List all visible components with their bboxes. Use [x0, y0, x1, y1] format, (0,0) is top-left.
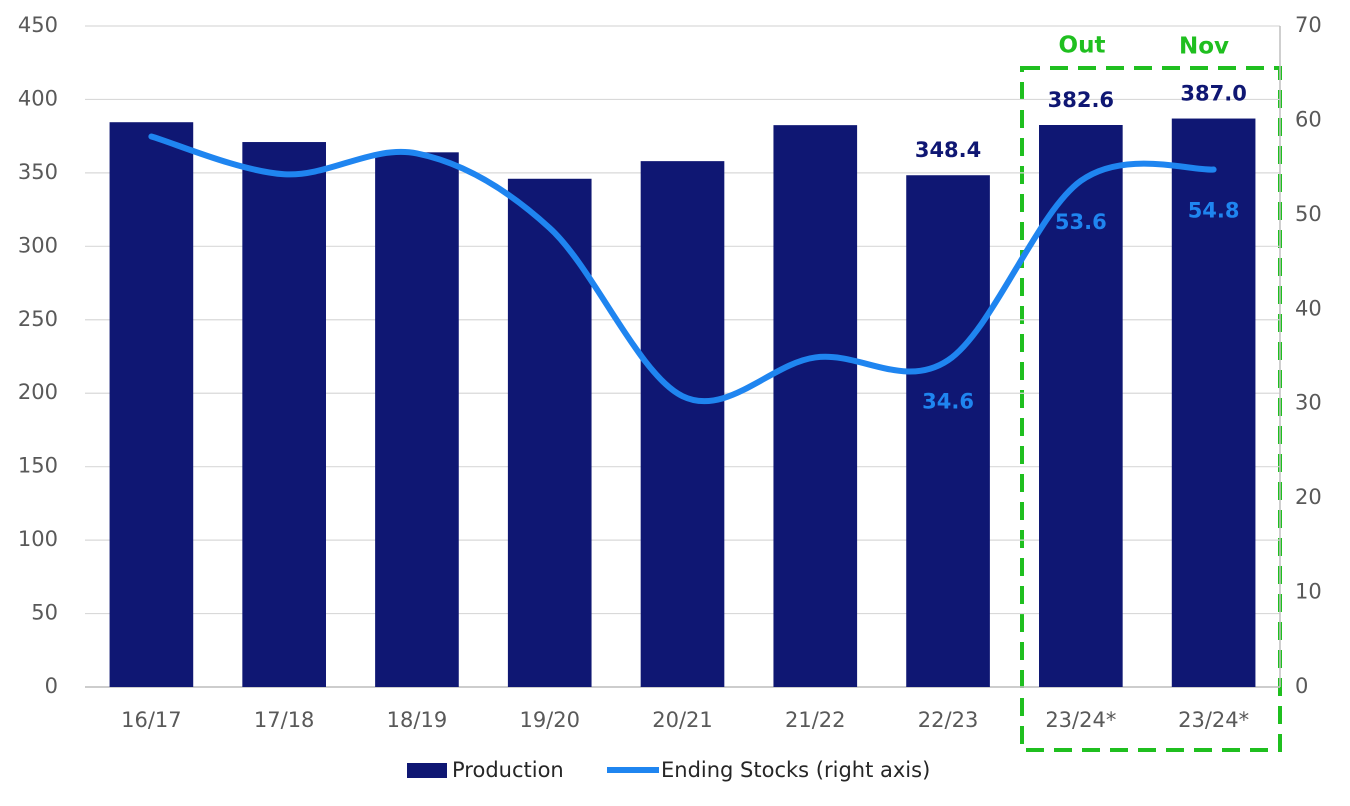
x-tick-label: 23/24*	[1178, 708, 1249, 732]
bar	[507, 178, 592, 687]
y-tick-label: 150	[18, 454, 58, 478]
legend-label: Ending Stocks (right axis)	[661, 758, 930, 782]
y2-tick-label: 70	[1295, 13, 1322, 37]
data-label: 387.0	[1180, 82, 1246, 106]
data-label: 382.6	[1048, 88, 1114, 112]
y2-tick-label: 0	[1295, 674, 1308, 698]
y-tick-label: 0	[45, 674, 58, 698]
y-tick-label: 450	[18, 13, 58, 37]
y-tick-label: 350	[18, 160, 58, 184]
y2-tick-label: 50	[1295, 202, 1322, 226]
data-label: 54.8	[1188, 199, 1240, 223]
line	[148, 133, 1217, 405]
x-tick-label: 18/19	[387, 708, 448, 732]
x-tick-label: 16/17	[121, 708, 182, 732]
y2-tick-label: 20	[1295, 485, 1322, 509]
bar	[1171, 118, 1256, 688]
y2-tick-label: 40	[1295, 296, 1322, 320]
legend-swatch	[407, 763, 447, 778]
x-tick-label: 23/24*	[1045, 708, 1116, 732]
y-tick-label: 100	[18, 527, 58, 551]
bar	[375, 152, 459, 687]
y2-tick-label: 10	[1295, 580, 1322, 604]
bar	[109, 122, 194, 687]
y2-tick-label: 60	[1295, 107, 1322, 131]
data-label: 53.6	[1055, 210, 1107, 234]
legend-label: Production	[452, 758, 564, 782]
annotation: Out	[1059, 33, 1106, 59]
y-tick-label: 200	[18, 380, 58, 404]
x-tick-label: 21/22	[785, 708, 846, 732]
bar	[242, 142, 326, 687]
x-tick-label: 17/18	[254, 708, 315, 732]
bar	[1039, 125, 1123, 687]
x-tick-label: 22/23	[918, 708, 979, 732]
y-tick-label: 50	[31, 601, 58, 625]
x-tick-label: 20/21	[652, 708, 713, 732]
data-label: 348.4	[915, 138, 981, 162]
annotation: Nov	[1179, 34, 1229, 60]
x-tick-label: 19/20	[519, 708, 580, 732]
y2-tick-label: 30	[1295, 391, 1322, 415]
y-tick-label: 400	[18, 86, 58, 110]
y-tick-label: 300	[18, 233, 58, 257]
bar	[906, 175, 990, 687]
y-tick-label: 250	[18, 307, 58, 331]
bar	[773, 125, 858, 687]
data-label: 34.6	[922, 389, 974, 413]
bar	[640, 161, 725, 688]
